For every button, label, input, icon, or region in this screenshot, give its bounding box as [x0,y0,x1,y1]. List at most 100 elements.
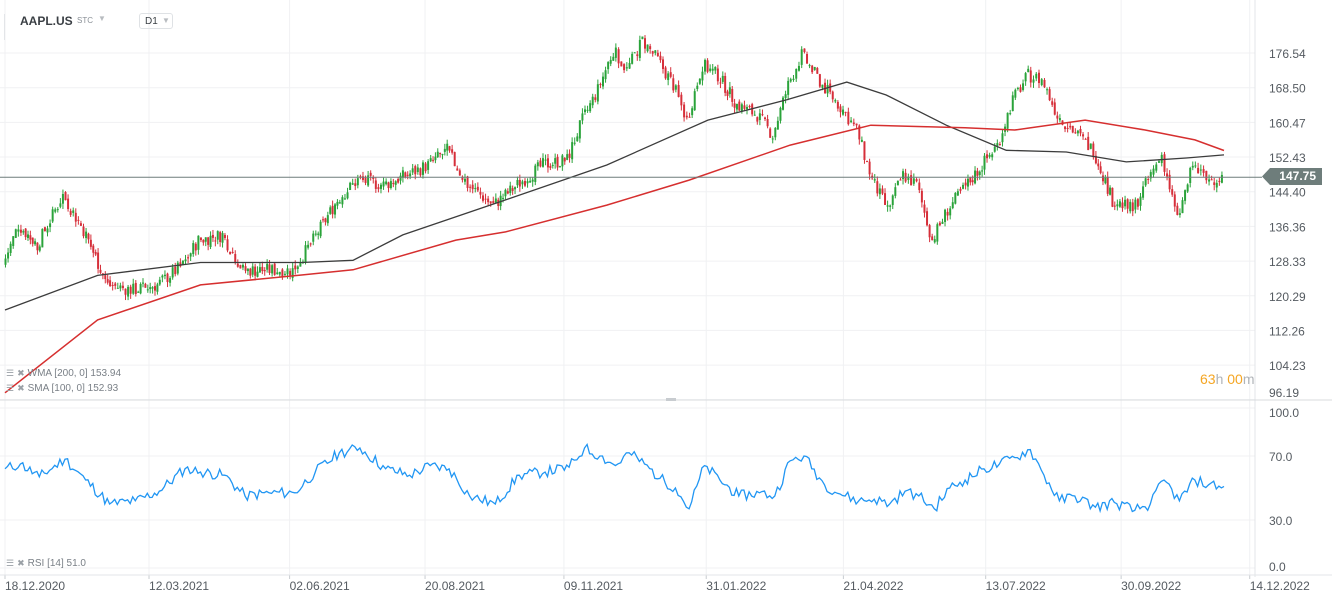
candle-body [289,270,292,276]
candle-body [726,91,729,96]
candle-body [714,66,717,71]
candle-body [589,103,592,112]
candle-body [77,219,80,221]
candle-body [161,275,164,278]
candle-body [641,36,644,40]
candle-body [573,142,576,144]
rsi-axis-tick: 100.0 [1269,406,1299,420]
candle-body [1037,72,1040,84]
candle-body [549,166,552,168]
candle-body [667,73,670,81]
candle-body [677,85,680,97]
candle-body [915,179,918,182]
candle-body [1035,73,1038,79]
candle-body [1129,201,1132,212]
candle-body [769,128,772,138]
candle-body [721,75,724,82]
candle-body [1168,174,1171,190]
candle-body [1171,189,1174,195]
sma-legend[interactable]: ☰ ✖ SMA [100, 0] 152.93 [6,383,118,394]
candle-body [441,154,444,156]
settings-icon[interactable]: ☰ [6,558,15,568]
close-icon[interactable]: ✖ [17,558,25,568]
chevron-down-icon[interactable]: ▼ [98,14,106,23]
candle-body [241,264,244,268]
candle-body [286,268,289,275]
candle-body [669,72,672,77]
candle-body [976,170,979,176]
candle-body [954,193,957,204]
candle-body [343,198,346,200]
candle-body [409,173,412,177]
settings-icon[interactable]: ☰ [6,383,15,393]
symbol-label[interactable]: AAPL.US [20,14,73,28]
candle-body [969,177,972,183]
candle-body [111,284,114,287]
candle-body [1118,201,1121,207]
candle-body [271,265,274,274]
wma-legend[interactable]: ☰ ✖ WMA [200, 0] 153.94 [6,368,121,379]
candle-body [351,183,354,185]
candle-body [307,244,310,248]
candle-body [149,287,152,290]
candle-body [612,56,615,61]
date-axis-tick: 18.12.2020 [5,579,65,593]
candle-body [1126,199,1129,209]
chart-header: AAPL.US STC ▼ D1 ▼ [0,0,1255,40]
candle-body [17,229,20,232]
candle-body [738,101,741,111]
close-icon[interactable]: ✖ [17,383,25,393]
divider [4,14,5,40]
candle-body [154,286,157,291]
candle-body [43,227,46,232]
candle-body [991,154,994,158]
candle-body [121,285,124,289]
candle-body [894,187,897,196]
candle-body [239,265,242,269]
candle-body [884,193,887,205]
candle-body [839,106,842,113]
candle-body [776,120,779,130]
candle-body [207,237,210,245]
candle-body [504,189,507,197]
candle-body [902,171,905,180]
candle-body [688,116,691,118]
candle-body [724,75,727,93]
candle-body [434,156,437,161]
timer-minutes-unit: m [1242,371,1255,387]
sma-line [4,81,1225,311]
candle-body [518,179,521,187]
candle-body [792,78,795,80]
candle-body [394,181,397,185]
candle-body [821,84,824,88]
candle-body [446,143,449,151]
candle-body [1194,165,1197,167]
candle-body [234,254,237,263]
candle-body [74,212,77,222]
candle-body [94,252,97,255]
candle-body [578,120,581,139]
instrument-type-label[interactable]: STC [77,16,93,25]
candle-body [541,158,544,167]
settings-icon[interactable]: ☰ [6,368,15,378]
close-icon[interactable]: ✖ [17,368,25,378]
candle-body [971,180,974,183]
candle-body [1173,194,1176,207]
candle-body [223,234,226,238]
panel-resize-handle[interactable] [666,398,676,401]
candle-body [680,94,683,106]
candle-body [1064,126,1067,130]
candle-body [633,52,636,54]
candle-body [1019,87,1022,92]
candle-body [236,263,239,267]
candle-body [389,181,392,188]
candle-body [886,205,889,207]
rsi-legend[interactable]: ☰ ✖ RSI [14] 51.0 [6,558,86,569]
candle-body [299,262,302,267]
candle-body [787,80,790,95]
candle-body [1113,205,1116,207]
timeframe-select[interactable]: D1 ▼ [139,13,173,29]
candle-body [59,203,62,207]
